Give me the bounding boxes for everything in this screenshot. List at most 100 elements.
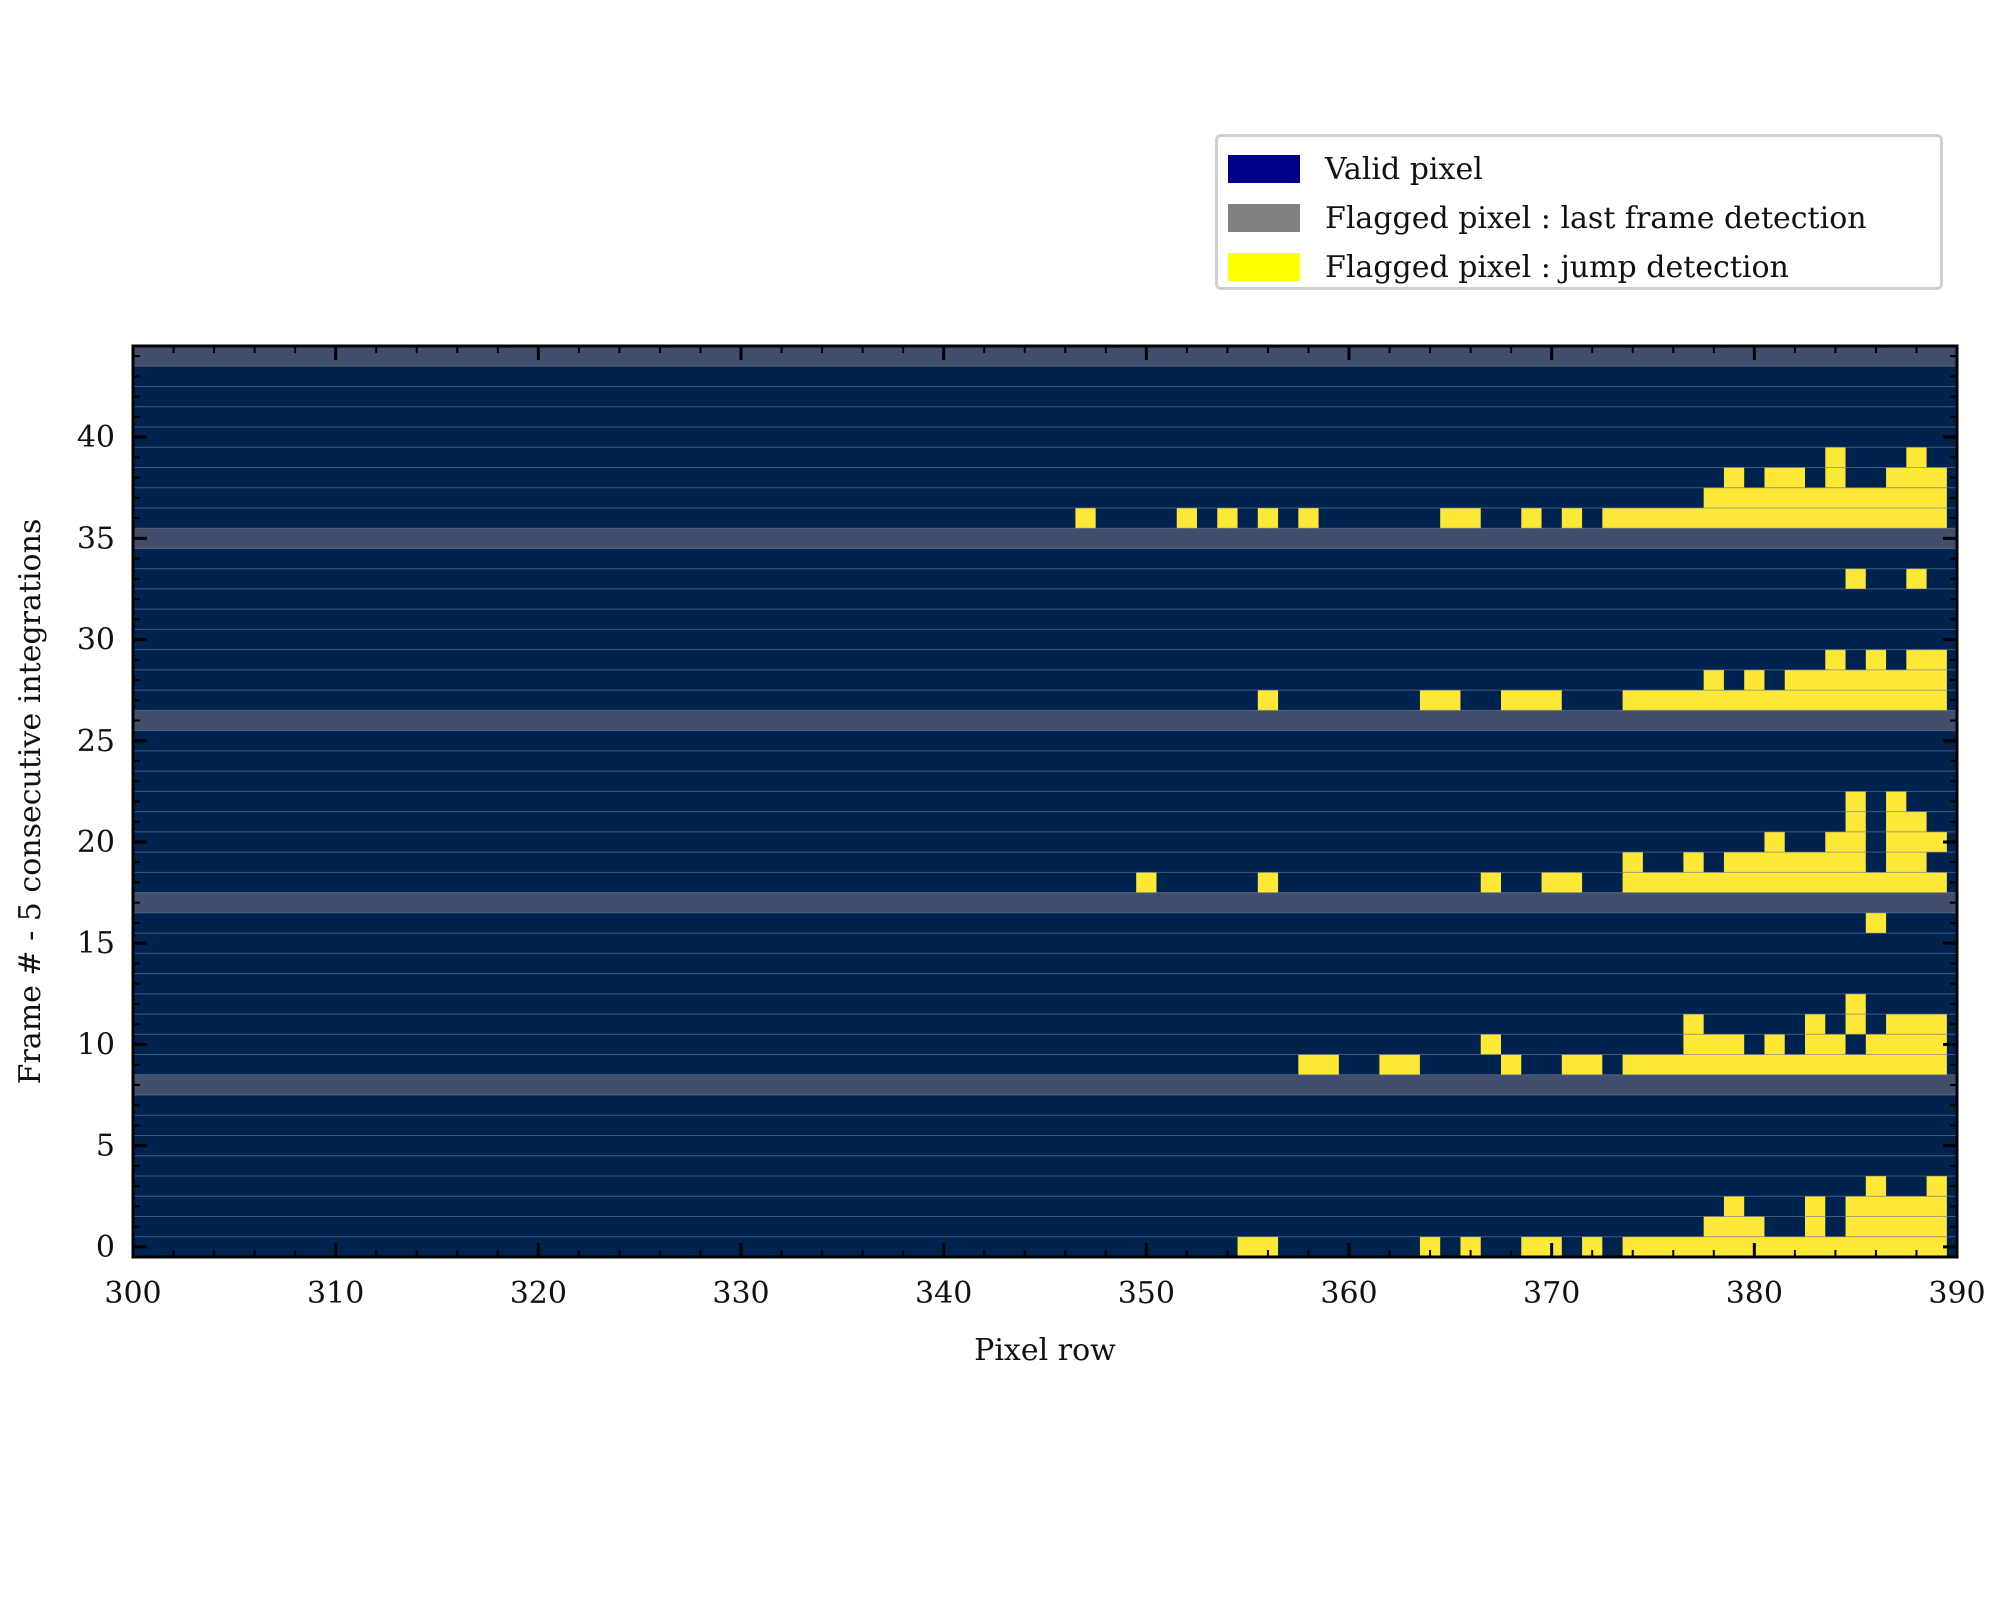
x-axis-ticks: 300 310 320 330 340 350 360 370 380 390 — [104, 346, 1986, 1311]
jump-pixel — [1845, 1196, 1947, 1217]
jump-pixel — [1602, 507, 1947, 529]
jump-pixel — [1217, 507, 1238, 529]
plot-area — [133, 346, 1957, 1257]
legend-swatch-jump — [1228, 253, 1300, 281]
jump-pixel — [1845, 568, 1866, 589]
jump-pixel — [1805, 1014, 1826, 1035]
jump-pixel — [1906, 568, 1927, 589]
jump-pixel — [1703, 1216, 1765, 1237]
y-tick-label: 40 — [77, 420, 115, 455]
jump-pixel — [1683, 1014, 1704, 1035]
y-tick-label: 30 — [77, 623, 115, 658]
jump-pixel — [1764, 831, 1785, 853]
jump-pixel — [1805, 1034, 1846, 1055]
jump-pixel — [1683, 1034, 1745, 1055]
legend-label-last-frame: Flagged pixel : last frame detection — [1325, 200, 1867, 236]
jump-pixel — [1257, 872, 1279, 893]
jump-pixel — [1886, 811, 1927, 832]
jump-pixel — [1075, 507, 1096, 529]
y-tick-label: 0 — [96, 1230, 115, 1265]
jump-pixel — [1825, 447, 1846, 468]
jump-pixel — [1460, 1236, 1481, 1257]
jump-pixel — [1622, 872, 1947, 893]
jump-pixel — [1845, 993, 1866, 1015]
jump-pixel — [1744, 669, 1765, 691]
jump-pixel — [1561, 1054, 1603, 1075]
legend-item-jump: Flagged pixel : jump detection — [1228, 243, 1789, 291]
jump-pixel — [1825, 467, 1846, 488]
legend-label-valid: Valid pixel — [1325, 151, 1483, 187]
x-tick-label: 320 — [510, 1276, 567, 1311]
jump-pixel — [1257, 690, 1279, 711]
jump-pixel — [1480, 872, 1501, 893]
y-tick-label: 5 — [96, 1129, 115, 1164]
last-frame-row — [133, 1074, 1957, 1096]
jump-pixel — [1886, 852, 1927, 873]
jump-pixel — [1723, 852, 1866, 873]
jump-pixel — [1845, 791, 1866, 812]
x-axis-label: Pixel row — [974, 1333, 1116, 1368]
jump-pixel — [1237, 1236, 1279, 1257]
jump-pixel — [1805, 1216, 1826, 1237]
x-tick-label: 330 — [712, 1276, 769, 1311]
y-axis-ticks: 0 5 10 15 20 25 30 35 40 — [77, 355, 1957, 1265]
jump-pixel — [1419, 1236, 1441, 1257]
jump-pixel — [1764, 467, 1805, 488]
last-frame-row — [133, 710, 1957, 731]
jump-pixel — [1784, 669, 1947, 691]
jump-pixel — [1298, 1054, 1339, 1075]
x-tick-label: 360 — [1320, 1276, 1377, 1311]
last-frame-row — [133, 528, 1957, 549]
jump-pixel — [1440, 507, 1481, 529]
jump-pixel — [1622, 1236, 1947, 1257]
jump-pixel — [1379, 1054, 1420, 1075]
x-tick-label: 310 — [307, 1276, 364, 1311]
jump-pixel — [1257, 507, 1279, 529]
y-axis-label: Frame # - 5 consecutive integrations — [13, 519, 48, 1085]
y-tick-label: 10 — [77, 1027, 115, 1062]
jump-pixel — [1906, 447, 1927, 468]
jump-pixel — [1176, 507, 1197, 529]
jump-pixel — [1501, 690, 1562, 711]
jump-pixel — [1865, 1034, 1947, 1055]
y-tick-label: 15 — [77, 926, 115, 961]
jump-pixel — [1805, 1196, 1826, 1217]
legend-item-valid: Valid pixel — [1228, 145, 1483, 193]
last-frame-row — [133, 346, 1957, 367]
jump-pixel — [1764, 1034, 1785, 1055]
x-tick-label: 390 — [1928, 1276, 1985, 1311]
jump-pixel — [1561, 507, 1583, 529]
x-tick-label: 340 — [915, 1276, 972, 1311]
x-tick-label: 350 — [1118, 1276, 1175, 1311]
jump-pixel — [1845, 1014, 1866, 1035]
y-tick-label: 25 — [77, 724, 115, 759]
y-tick-label: 20 — [77, 825, 115, 860]
jump-pixel — [1541, 872, 1583, 893]
legend-label-jump: Flagged pixel : jump detection — [1325, 249, 1789, 285]
x-tick-label: 380 — [1726, 1276, 1783, 1311]
jump-pixel — [1501, 1054, 1522, 1075]
jump-pixel — [1886, 791, 1907, 812]
jump-pixel — [1906, 649, 1947, 670]
legend-swatch-valid — [1228, 155, 1300, 183]
x-tick-label: 300 — [104, 1276, 161, 1311]
jump-pixel — [1723, 1196, 1745, 1217]
jump-pixel — [1480, 1034, 1501, 1055]
jump-pixel — [1865, 1176, 1887, 1197]
jump-pixel — [1886, 467, 1947, 488]
jump-pixel — [1845, 1216, 1947, 1237]
jump-pixel — [1521, 1236, 1562, 1257]
jump-pixel — [1845, 811, 1866, 832]
jump-pixel — [1825, 649, 1846, 670]
jump-pixel — [1582, 1236, 1603, 1257]
jump-pixel — [1683, 852, 1704, 873]
y-tick-label: 35 — [77, 521, 115, 556]
jump-pixel — [1521, 507, 1542, 529]
jump-pixel — [1298, 507, 1319, 529]
jump-pixel — [1926, 1176, 1947, 1197]
jump-pixel — [1622, 852, 1643, 873]
jump-pixel — [1865, 912, 1887, 934]
jump-pixel — [1136, 872, 1157, 893]
legend-swatch-last-frame — [1228, 204, 1300, 232]
